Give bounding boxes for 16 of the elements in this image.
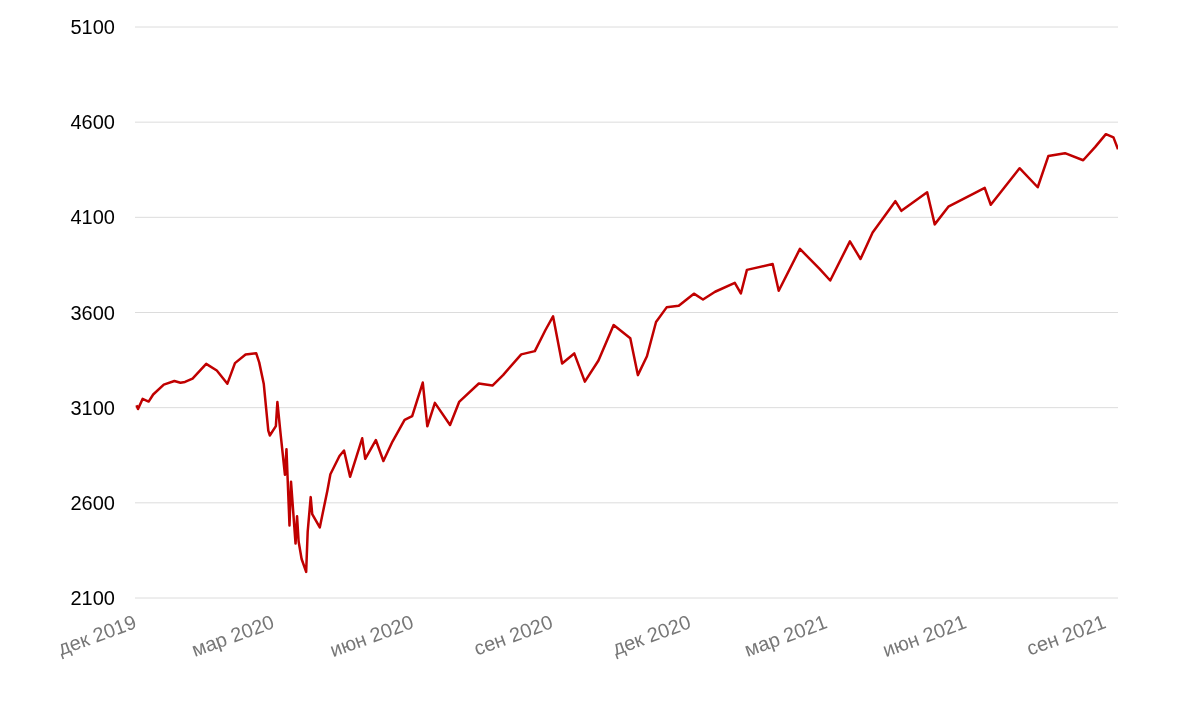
x-tick-label: мар 2021 xyxy=(741,610,830,661)
y-tick-label: 3600 xyxy=(70,301,115,324)
x-tick-label: сен 2020 xyxy=(470,610,556,660)
y-tick-label: 2100 xyxy=(70,587,115,610)
y-tick-label: 4600 xyxy=(70,111,115,134)
x-tick-label: июн 2021 xyxy=(879,610,970,662)
x-tick-label: мар 2020 xyxy=(188,610,277,661)
y-tick-label: 2600 xyxy=(70,491,115,514)
y-tick-label: 5100 xyxy=(70,16,115,39)
y-tick-label: 4100 xyxy=(70,206,115,229)
x-tick-label: дек 2020 xyxy=(609,610,694,660)
line-series xyxy=(135,132,1118,574)
x-tick-label: июн 2020 xyxy=(326,610,417,662)
x-tick-label: дек 2019 xyxy=(54,610,140,660)
y-tick-label: 3100 xyxy=(70,396,115,419)
x-tick-label: сен 2021 xyxy=(1023,610,1109,660)
